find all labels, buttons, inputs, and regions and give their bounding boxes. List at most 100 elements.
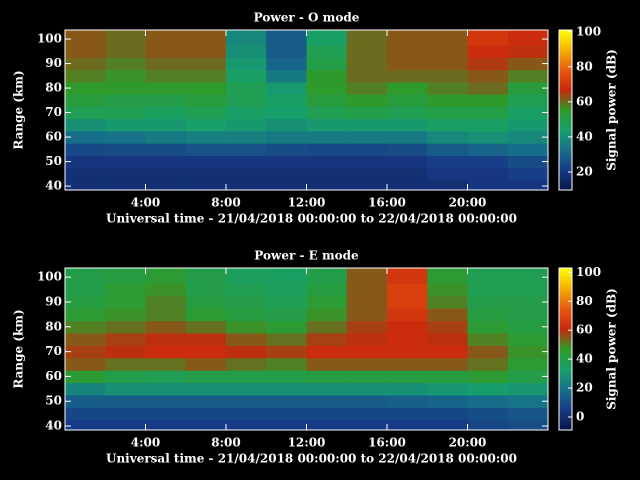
cell [226,357,267,371]
cell [306,268,348,272]
cell [467,69,509,83]
cell [185,382,227,396]
cell [346,320,388,334]
cell [467,283,509,297]
cell [105,57,146,71]
cell [185,57,227,71]
cell [185,155,227,169]
cell [266,179,307,190]
cell [306,283,348,297]
cell [507,106,548,120]
cell [306,382,348,396]
cell [346,268,388,272]
cell [185,395,227,408]
cell [306,179,348,190]
cell [266,382,307,396]
cell [346,32,388,46]
cell [346,130,388,144]
cell [145,419,187,430]
cell [226,295,267,309]
cell [145,345,187,359]
cell [427,407,468,421]
cell [306,45,348,58]
cell [226,283,267,297]
cell [346,81,388,95]
cell [387,179,428,190]
cell [346,57,388,71]
cell [387,81,428,95]
cell [467,179,509,190]
cell [467,270,509,284]
cell [185,308,227,322]
cell [226,179,267,190]
cell [346,155,388,169]
cell [105,94,146,107]
cell [467,94,509,107]
cell [185,179,227,190]
x-tick-label: 12:00 [288,436,326,450]
cell [427,30,468,34]
y-tick-label: 60 [45,130,62,144]
cell [306,357,348,371]
cell [266,308,307,322]
cell [346,382,388,396]
cell [266,57,307,71]
x-tick-label: 12:00 [288,196,326,210]
cell [507,357,548,371]
cell [507,268,548,272]
colorbar-tick-label: 40 [576,129,593,143]
cell [105,395,146,408]
cell [387,155,428,169]
cell [467,308,509,322]
cell [266,268,307,272]
cell [145,69,187,83]
cell [105,270,146,284]
cell [427,57,468,71]
cell [266,155,307,169]
panel-title: Power - O mode [254,11,360,25]
cell [65,382,106,396]
cell [387,295,428,309]
cell [507,370,548,384]
cell [306,106,348,120]
cell [427,283,468,297]
cell [306,118,348,132]
cell [65,320,106,334]
cell [387,332,428,346]
x-axis-label: Universal time - 21/04/2018 00:00:00 to … [106,212,517,226]
cell [306,155,348,169]
cell [346,395,388,408]
cell [467,320,509,334]
cell [145,283,187,297]
cell [105,268,146,272]
cell [226,45,267,58]
cell [185,268,227,272]
cell [387,270,428,284]
cell [387,143,428,156]
cell [226,32,267,46]
cell [507,332,548,346]
cell [387,370,428,384]
cell [105,167,146,181]
cell [346,370,388,384]
cell [346,308,388,322]
cell [266,419,307,430]
cell [105,32,146,46]
cell [226,57,267,71]
y-axis-label: Range (km) [12,70,26,149]
cell [467,118,509,132]
cell [145,295,187,309]
cell [387,308,428,322]
heatmap-cells [65,30,548,190]
cell [145,270,187,284]
cell [185,419,227,430]
y-axis-label: Range (km) [12,309,26,388]
y-tick-label: 40 [45,419,62,433]
cell [346,270,388,284]
cell [266,332,307,346]
cell [346,143,388,156]
cell [306,395,348,408]
cell [266,130,307,144]
cell [145,357,187,371]
